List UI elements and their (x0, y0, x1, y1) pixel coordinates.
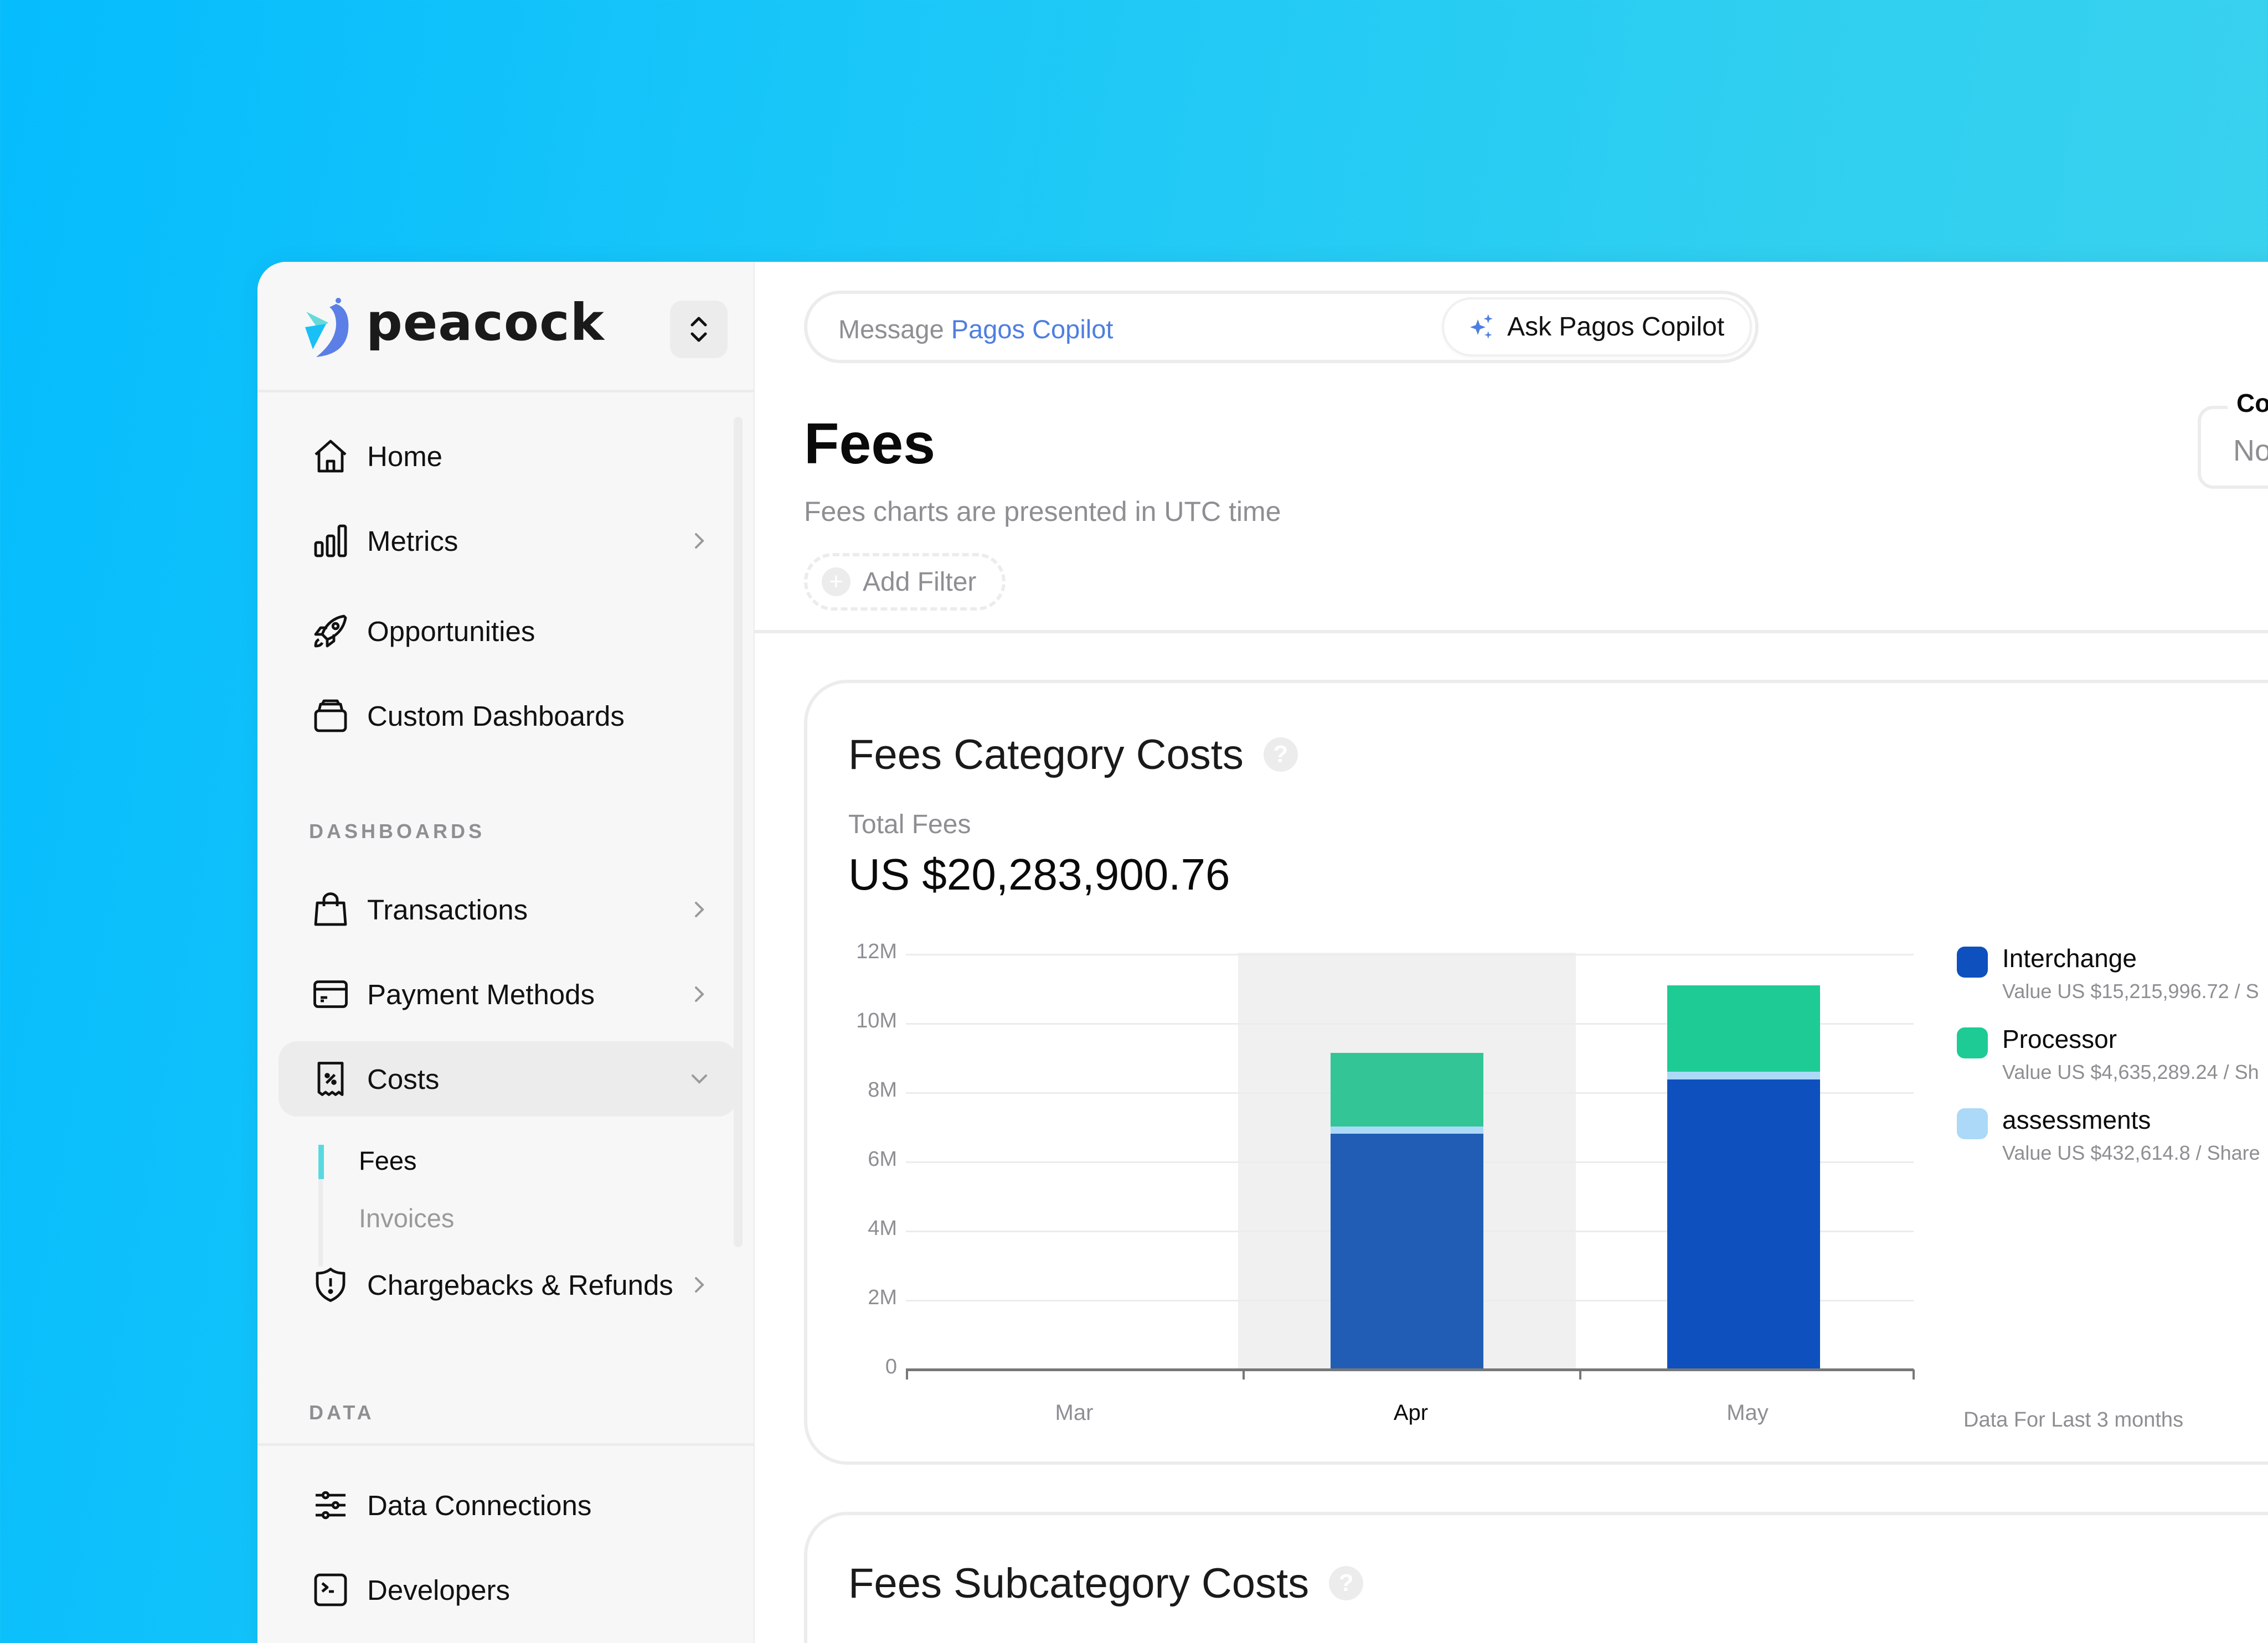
add-filter-button[interactable]: + Add Filter (804, 553, 1006, 611)
sidebar: peacock Home Metrics (257, 262, 755, 1643)
receipt-percent-icon (311, 1059, 350, 1099)
bar-may-interchange[interactable] (1667, 1079, 1820, 1370)
main-content: Message Pagos Copilot Ask Pagos Copilot … (755, 262, 2268, 1643)
x-tick-label: May (1726, 1401, 1769, 1425)
sidebar-item-label: Transactions (367, 893, 528, 926)
legend-swatch (1957, 1027, 1988, 1058)
page-title: Fees (804, 412, 936, 476)
sidebar-item-costs[interactable]: Costs (279, 1041, 737, 1117)
sidebar-subitem-fees[interactable]: Fees (359, 1146, 417, 1175)
credit-card-icon (311, 974, 350, 1014)
sidebar-item-label: Metrics (367, 525, 458, 557)
bar-apr-interchange[interactable] (1331, 1134, 1483, 1370)
y-tick-label: 10M (856, 1009, 897, 1032)
workspace-switcher-button[interactable] (670, 301, 728, 358)
y-tick-label: 8M (868, 1078, 897, 1102)
sliders-icon (311, 1485, 350, 1525)
legend-swatch (1957, 947, 1988, 978)
submenu-active-indicator (318, 1145, 324, 1179)
home-icon (311, 436, 350, 476)
rocket-icon (311, 611, 350, 651)
sidebar-scrollbar[interactable] (734, 417, 743, 1247)
header-divider (755, 630, 2268, 633)
compare-to-select[interactable]: Compare To No Comparison (2198, 388, 2268, 489)
legend-swatch (1957, 1108, 1988, 1139)
chevron-down-icon (692, 1074, 707, 1084)
sidebar-subitem-invoices[interactable]: Invoices (359, 1203, 455, 1233)
page-subtitle: Fees charts are presented in UTC time (804, 496, 1281, 527)
app-window: peacock Home Metrics (257, 262, 2268, 1643)
sidebar-item-chargebacks-refunds[interactable]: Chargebacks & Refunds (279, 1247, 737, 1322)
sidebar-item-payment-methods[interactable]: Payment Methods (279, 957, 737, 1032)
section-label-dashboards: DASHBOARDS (309, 820, 486, 843)
sparkles-icon (1470, 314, 1493, 339)
brand-header: peacock (257, 262, 755, 392)
sidebar-item-custom-dashboards[interactable]: Custom Dashboards (279, 678, 737, 753)
total-fees-label: Total Fees (848, 810, 971, 839)
compare-to-value: No Comparison (2233, 434, 2268, 467)
sidebar-item-transactions[interactable]: Transactions (279, 872, 737, 947)
chevron-right-icon (695, 986, 704, 1002)
section-label-data: DATA (309, 1401, 375, 1424)
bar-apr-assessments[interactable] (1331, 1127, 1483, 1134)
card-title: Fees Category Costs? (848, 731, 1298, 779)
bar-may-processor[interactable] (1667, 985, 1820, 1072)
bar-chart-icon (311, 521, 350, 561)
y-tick-label: 6M (868, 1148, 897, 1171)
chevron-right-icon (695, 533, 704, 549)
sidebar-item-label: Costs (367, 1063, 440, 1095)
help-icon[interactable]: ? (1263, 737, 1298, 772)
divider (257, 1443, 755, 1446)
sidebar-item-label: Data Connections (367, 1489, 592, 1521)
chevron-right-icon (695, 902, 704, 917)
y-tick-label: 0 (885, 1355, 897, 1378)
y-tick-label: 4M (868, 1217, 897, 1240)
stack-icon (311, 696, 350, 736)
compare-to-label: Compare To (2228, 388, 2268, 418)
copilot-placeholder: Message Pagos Copilot (838, 314, 1114, 344)
card-title: Fees Subcategory Costs? (848, 1559, 1364, 1608)
x-tick-label-active: Apr (1393, 1401, 1429, 1425)
y-tick-label: 12M (856, 940, 897, 963)
copilot-input[interactable]: Message Pagos Copilot Ask Pagos Copilot (804, 291, 1759, 363)
fees-category-costs-card: Fees Category Costs? Total Fees US $20,2… (804, 680, 2268, 1465)
y-tick-label: 2M (868, 1286, 897, 1309)
ask-copilot-label: Ask Pagos Copilot (1507, 312, 1725, 342)
sidebar-item-data-connections[interactable]: Data Connections (279, 1468, 737, 1543)
brand-name: peacock (366, 293, 605, 352)
help-icon[interactable]: ? (1329, 1566, 1364, 1600)
terminal-icon (311, 1570, 350, 1610)
fees-subcategory-costs-card: Fees Subcategory Costs? (804, 1512, 2268, 1643)
sidebar-item-developers[interactable]: Developers (279, 1552, 737, 1628)
sidebar-item-metrics[interactable]: Metrics (279, 503, 737, 578)
data-range-note: Data For Last 3 months (1963, 1408, 2184, 1432)
sidebar-item-opportunities[interactable]: Opportunities (279, 593, 737, 669)
peacock-logo-icon (305, 298, 349, 357)
x-tick-label: Mar (1055, 1401, 1094, 1425)
sidebar-item-label: Developers (367, 1574, 510, 1606)
stacked-bar-chart: 0 2M 4M 6M 8M 10M 12M (807, 683, 2268, 1461)
submenu-rail (318, 1145, 323, 1267)
x-axis (906, 1368, 1914, 1371)
sidebar-item-label: Chargebacks & Refunds (367, 1269, 673, 1301)
shield-alert-icon (311, 1265, 350, 1305)
add-filter-label: Add Filter (863, 567, 977, 597)
chevron-right-icon (695, 1277, 704, 1293)
shopping-bag-icon (311, 890, 350, 929)
plus-circle-icon: + (822, 567, 850, 596)
ask-copilot-button[interactable]: Ask Pagos Copilot (1442, 297, 1752, 356)
chevron-up-down-icon (690, 317, 707, 342)
bar-apr-processor[interactable] (1331, 1053, 1483, 1127)
sidebar-item-label: Home (367, 440, 443, 472)
sidebar-item-label: Opportunities (367, 615, 535, 647)
sidebar-item-label: Custom Dashboards (367, 700, 625, 732)
sidebar-item-home[interactable]: Home (279, 418, 737, 494)
sidebar-item-label: Payment Methods (367, 978, 595, 1010)
total-fees-value: US $20,283,900.76 (848, 850, 1230, 899)
bar-may-assessments[interactable] (1667, 1072, 1820, 1079)
